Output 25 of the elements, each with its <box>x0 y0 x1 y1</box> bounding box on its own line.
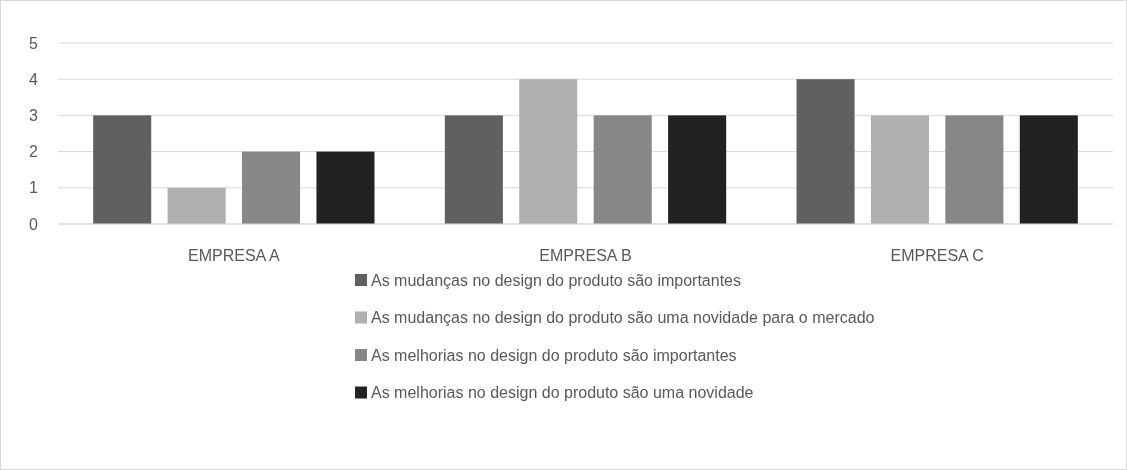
bar <box>593 115 652 224</box>
y-tick-label: 1 <box>29 179 39 197</box>
y-tick-label: 5 <box>29 34 39 52</box>
y-tick-label: 3 <box>29 107 39 124</box>
bar <box>444 115 503 224</box>
x-tick-label: EMPRESA A <box>188 246 280 264</box>
bar <box>870 115 929 224</box>
x-tick-label: EMPRESA B <box>539 246 632 264</box>
legend-label: As melhorias no design do produto são importantes <box>371 346 737 364</box>
bar <box>668 115 727 224</box>
y-tick-label: 0 <box>29 215 39 233</box>
bar <box>316 151 375 224</box>
legend-label: As mudanças no design do produto são uma novidade para o mercado <box>371 309 875 327</box>
bar <box>1019 115 1078 224</box>
bar <box>93 115 152 224</box>
bar <box>945 115 1004 224</box>
y-tick-label: 2 <box>29 143 39 161</box>
bar <box>167 187 226 224</box>
bar <box>242 151 301 224</box>
x-tick-label: EMPRESA C <box>890 246 984 264</box>
y-tick-label: 4 <box>29 70 39 88</box>
bar <box>796 79 855 224</box>
bar <box>519 79 578 224</box>
legend-label: As mudanças no design do produto são importantes <box>371 271 742 289</box>
legend-label: As melhorias no design do produto são uma novidade <box>371 384 754 402</box>
